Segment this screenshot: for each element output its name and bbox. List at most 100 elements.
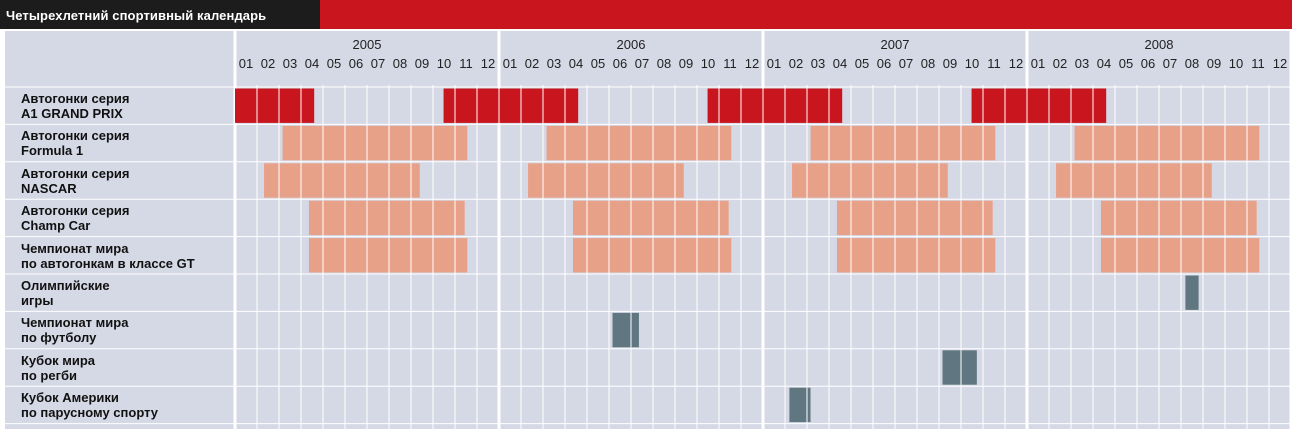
month-label: 04 bbox=[305, 56, 319, 71]
chart-title: Четырехлетний спортивный календарь bbox=[6, 8, 267, 23]
span-bar bbox=[1100, 238, 1260, 273]
month-label: 09 bbox=[1207, 56, 1221, 71]
month-label: 09 bbox=[679, 56, 693, 71]
row-label-line: Чемпионат мира bbox=[21, 240, 129, 256]
span-bar bbox=[235, 88, 315, 123]
row-label-line: по парусному спорту bbox=[21, 405, 159, 421]
month-label: 02 bbox=[1053, 56, 1067, 71]
month-label: 09 bbox=[415, 56, 429, 71]
month-label: 03 bbox=[547, 56, 561, 71]
span-bar bbox=[528, 163, 684, 198]
row-label-line: Champ Car bbox=[21, 218, 91, 234]
span-bar bbox=[1056, 163, 1212, 198]
month-label: 05 bbox=[327, 56, 341, 71]
year-label: 2006 bbox=[617, 37, 646, 52]
month-label: 12 bbox=[481, 56, 495, 71]
span-bar bbox=[971, 88, 1107, 123]
month-label: 01 bbox=[239, 56, 253, 71]
span-bar bbox=[546, 125, 732, 161]
span-bar bbox=[264, 163, 420, 198]
row-label: Автогонки серия Champ Car bbox=[21, 203, 231, 233]
row-label-line: Автогонки серия bbox=[21, 203, 130, 219]
row-label: Олимпийские игры bbox=[21, 278, 231, 308]
month-label: 07 bbox=[635, 56, 649, 71]
month-label: 09 bbox=[943, 56, 957, 71]
row-label-line: A1 GRAND PRIX bbox=[21, 106, 123, 121]
month-label: 04 bbox=[1097, 56, 1111, 71]
span-bar bbox=[1100, 200, 1257, 236]
span-bar bbox=[282, 125, 468, 161]
span-bar bbox=[942, 350, 977, 385]
month-label: 11 bbox=[987, 56, 1001, 71]
row-label-line: Кубок мира bbox=[21, 352, 96, 368]
row-label-line: игры bbox=[21, 293, 54, 308]
row-label: Автогонки серия NASCAR bbox=[21, 166, 231, 196]
month-label: 08 bbox=[921, 56, 935, 71]
month-label: 08 bbox=[657, 56, 671, 71]
month-label: 06 bbox=[349, 56, 363, 71]
month-label: 10 bbox=[701, 56, 715, 71]
span-bar bbox=[1185, 275, 1199, 310]
month-label: 12 bbox=[1009, 56, 1023, 71]
month-label: 05 bbox=[1119, 56, 1133, 71]
month-label: 06 bbox=[877, 56, 891, 71]
month-label: 03 bbox=[1075, 56, 1089, 71]
row-label-line: Кубок Америки bbox=[21, 390, 119, 406]
row-label: Чемпионат мира по автогонкам в классе GT bbox=[21, 241, 231, 271]
title-bar bbox=[0, 0, 320, 29]
month-label: 08 bbox=[393, 56, 407, 71]
month-label: 03 bbox=[811, 56, 825, 71]
title-accent-bar bbox=[320, 0, 1292, 29]
year-label: 2005 bbox=[353, 37, 382, 52]
span-bar bbox=[789, 387, 811, 423]
bars bbox=[235, 88, 1260, 423]
month-label: 04 bbox=[833, 56, 847, 71]
row-label: Чемпионат мира по футболу bbox=[21, 315, 231, 345]
row-label-line: NASCAR bbox=[21, 180, 77, 196]
span-bar bbox=[707, 88, 843, 123]
grid-lines bbox=[5, 31, 1292, 429]
month-label: 12 bbox=[1273, 56, 1287, 71]
row-label: Автогонки серия A1 GRAND PRIX bbox=[21, 91, 231, 121]
month-label: 02 bbox=[789, 56, 803, 71]
month-label: 07 bbox=[371, 56, 385, 71]
span-bar bbox=[572, 238, 732, 273]
row-label-line: Автогонки серия bbox=[21, 128, 130, 144]
year-label: 2008 bbox=[1145, 37, 1174, 52]
month-label: 07 bbox=[1163, 56, 1177, 71]
month-label: 08 bbox=[1185, 56, 1199, 71]
span-bar bbox=[792, 163, 948, 198]
month-label: 11 bbox=[1251, 56, 1265, 71]
span-bar bbox=[308, 238, 468, 273]
span-bar bbox=[836, 238, 996, 273]
row-label: Кубок Америки по парусному спорту bbox=[21, 390, 231, 420]
span-bar bbox=[308, 200, 465, 236]
span-bar bbox=[612, 312, 639, 348]
row-label-line: по футболу bbox=[21, 330, 97, 346]
month-label: 02 bbox=[525, 56, 539, 71]
row-label-line: Олимпийские bbox=[21, 278, 110, 293]
span-bar bbox=[810, 125, 996, 161]
month-label: 11 bbox=[723, 56, 737, 71]
month-label: 01 bbox=[767, 56, 781, 71]
year-label: 2007 bbox=[881, 37, 910, 52]
month-label: 10 bbox=[965, 56, 979, 71]
month-label: 01 bbox=[503, 56, 517, 71]
month-label: 10 bbox=[1229, 56, 1243, 71]
year-labels: 2005 2006 2007 2008 bbox=[353, 37, 1174, 52]
row-label-line: по регби bbox=[21, 367, 78, 383]
month-label: 06 bbox=[613, 56, 627, 71]
month-label: 02 bbox=[261, 56, 275, 71]
month-label: 07 bbox=[899, 56, 913, 71]
month-label: 06 bbox=[1141, 56, 1155, 71]
month-label: 11 bbox=[459, 56, 473, 71]
span-bar bbox=[836, 200, 993, 236]
row-label-line: Автогонки серия bbox=[21, 165, 130, 181]
month-label: 10 bbox=[437, 56, 451, 71]
row-label-line: Formula 1 bbox=[21, 143, 84, 159]
month-label: 05 bbox=[855, 56, 869, 71]
row-label-line: по автогонкам в классе GT bbox=[21, 255, 195, 271]
span-bar bbox=[443, 88, 579, 123]
month-label: 01 bbox=[1031, 56, 1045, 71]
